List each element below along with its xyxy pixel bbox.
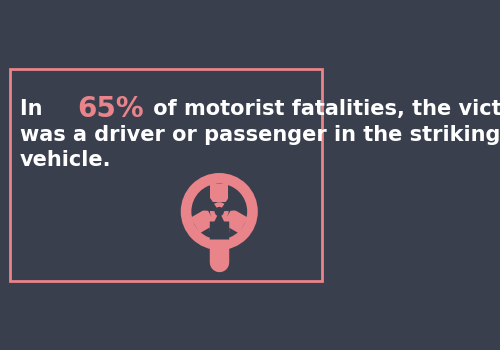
Text: In: In — [20, 99, 50, 119]
Circle shape — [180, 173, 258, 250]
Text: was a driver or passenger in the striking: was a driver or passenger in the strikin… — [20, 125, 500, 145]
Text: vehicle.: vehicle. — [20, 150, 112, 170]
Text: of motorist fatalities, the victim: of motorist fatalities, the victim — [146, 99, 500, 119]
Wedge shape — [192, 189, 220, 211]
Text: 65%: 65% — [78, 94, 144, 122]
Circle shape — [210, 202, 229, 221]
Circle shape — [192, 184, 247, 239]
Circle shape — [214, 207, 224, 216]
Wedge shape — [208, 211, 231, 239]
Wedge shape — [220, 189, 246, 211]
